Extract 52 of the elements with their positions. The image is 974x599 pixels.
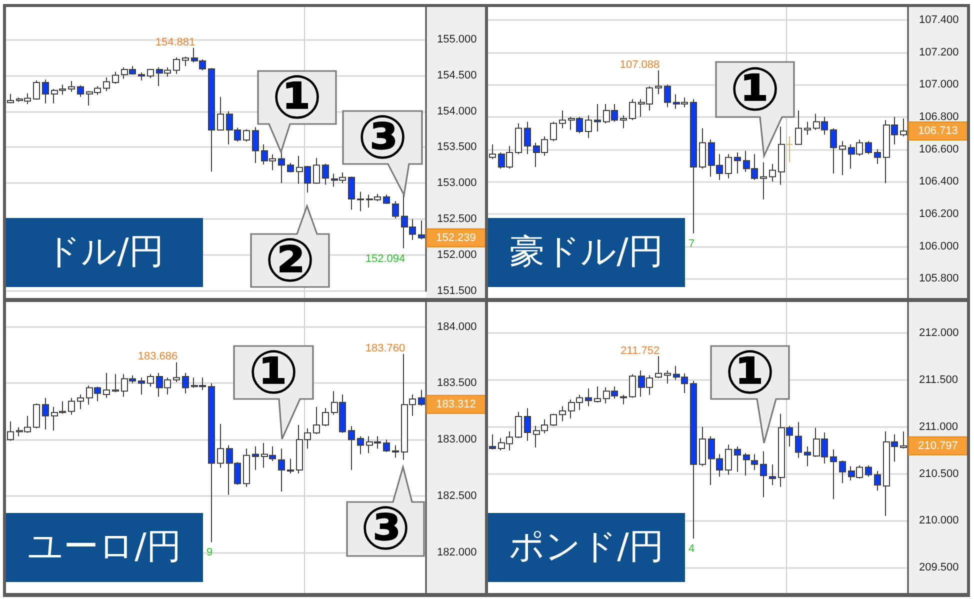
annotation: ①: [272, 62, 322, 132]
y-tick-label: 212.000: [919, 326, 959, 339]
y-tick-label: 106.200: [919, 208, 959, 220]
annotation: ③: [360, 494, 411, 564]
y-tick-label: 211.000: [919, 420, 958, 433]
annotation: 107.088: [620, 58, 660, 71]
annotation: 7: [688, 238, 695, 250]
annotation: ①: [248, 338, 299, 408]
annotation: 9: [206, 546, 213, 559]
y-tick-label: 153.500: [437, 141, 477, 154]
annotation: ①: [724, 338, 776, 408]
y-tick-label: 210.000: [919, 514, 959, 527]
y-tick-label: 107.400: [919, 14, 959, 26]
y-tick-label: 182.500: [437, 490, 477, 502]
y-tick-label: 182.000: [437, 546, 477, 558]
y-tick-label: 106.600: [919, 143, 959, 156]
y-tick-label: 107.000: [919, 78, 959, 91]
annotation: 154.881: [155, 36, 196, 48]
y-tick-label: 106.800: [919, 110, 959, 123]
text: 210.797: [918, 440, 958, 452]
y-tick-label: 154.000: [437, 105, 477, 118]
y-tick-label: 154.500: [437, 69, 477, 82]
text: ユーロ/円: [28, 527, 182, 567]
y-tick-label: 106.000: [919, 240, 959, 252]
annotation: 183.686: [138, 350, 178, 363]
y-tick-label: 210.500: [919, 468, 959, 480]
text: 183.312: [436, 398, 476, 410]
y-tick-label: 183.500: [437, 377, 477, 390]
y-tick-label: 106.400: [919, 176, 959, 188]
y-tick-label: 107.200: [919, 46, 959, 58]
annotation: ②: [264, 226, 316, 296]
y-tick-label: 153.000: [437, 177, 477, 190]
y-tick-label: 151.500: [437, 285, 477, 297]
y-tick-label: 152.000: [437, 249, 477, 262]
annotation: 211.752: [620, 344, 660, 357]
annotation: 4: [688, 543, 695, 556]
y-tick-label: 152.500: [437, 213, 477, 226]
annotation: 152.094: [365, 252, 406, 265]
annotation: ③: [357, 102, 408, 172]
text: 106.713: [918, 125, 958, 137]
y-tick-label: 105.800: [919, 272, 959, 285]
y-tick-label: 211.500: [919, 374, 958, 386]
annotation: ①: [730, 54, 780, 124]
text: 豪ドル/円: [510, 232, 664, 272]
y-tick-label: 209.500: [919, 562, 959, 574]
y-tick-label: 183.000: [437, 434, 477, 446]
y-tick-label: 155.000: [437, 33, 477, 46]
y-tick-label: 184.000: [437, 320, 477, 333]
annotation: 183.760: [365, 342, 406, 354]
text: ドル/円: [45, 232, 164, 272]
text: 152.239: [436, 232, 476, 244]
text: ポンド/円: [509, 527, 664, 567]
